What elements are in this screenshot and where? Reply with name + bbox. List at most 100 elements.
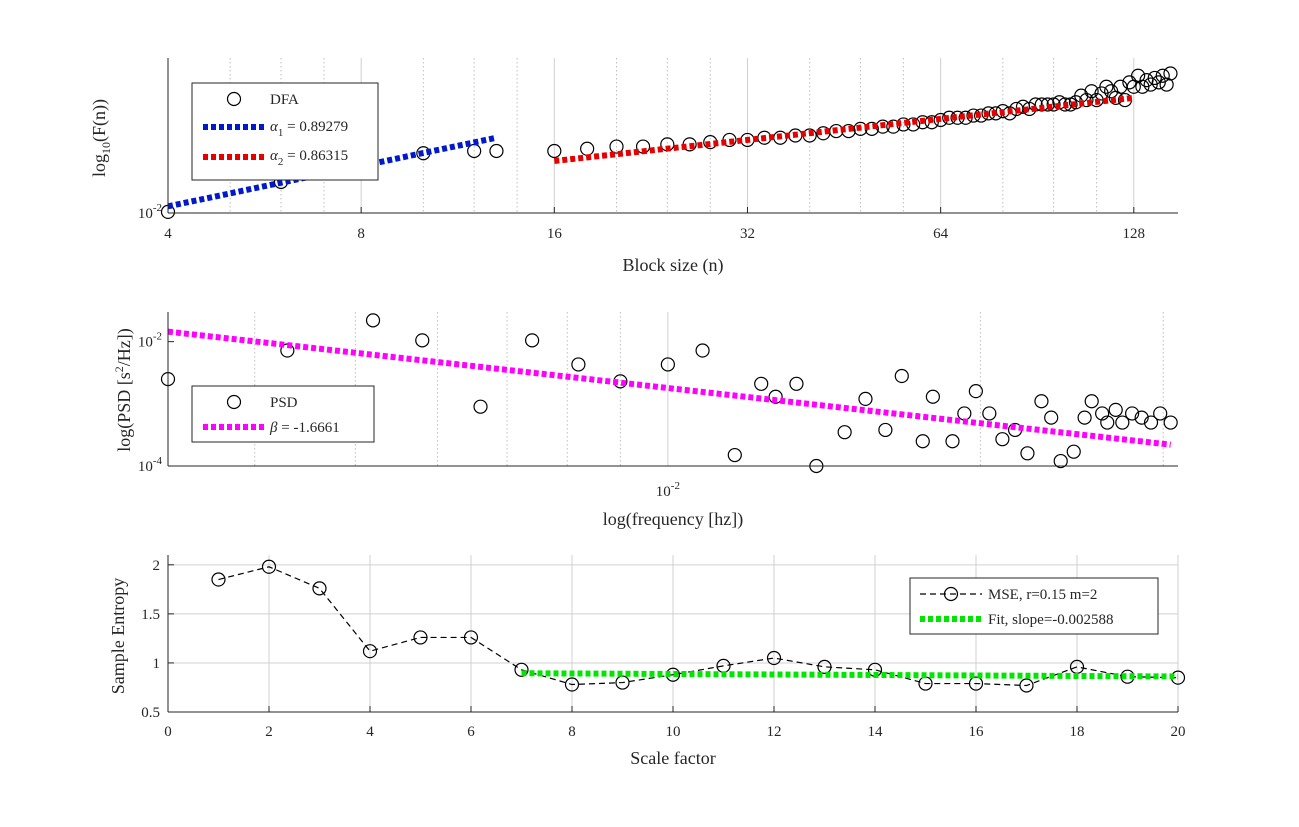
- dfa-x-tick-label: 8: [357, 226, 365, 242]
- dfa-legend-label-alpha1: α1 = 0.89279: [270, 119, 348, 139]
- mse-legend-label-mse: MSE, r=0.15 m=2: [988, 587, 1097, 603]
- psd-point: [878, 422, 893, 438]
- mse-legend-label-fit: Fit, slope=-0.002588: [988, 612, 1114, 628]
- psd-point: [473, 399, 488, 414]
- dfa-x-tick-label: 4: [164, 226, 172, 242]
- psd-point: [1153, 406, 1168, 421]
- mse-point: [1019, 678, 1034, 693]
- psd-point: [1163, 415, 1178, 430]
- dfa-y-axis-label: log10(F(n)): [89, 99, 113, 177]
- psd-fit-line: [167, 328, 1172, 448]
- psd-point: [894, 368, 909, 384]
- dfa-point: [1079, 92, 1094, 108]
- dfa-x-tick-label: 16: [547, 226, 563, 242]
- psd-point: [1053, 453, 1068, 469]
- psd-point: [945, 434, 960, 449]
- mse-y-tick-label: 1: [153, 656, 161, 672]
- dfa-x-tick-label: 32: [740, 226, 755, 242]
- dfa-point: [547, 143, 562, 159]
- psd-legend: PSD β = -1.6661: [191, 385, 375, 443]
- psd-point: [837, 425, 852, 440]
- dfa-point: [489, 143, 504, 159]
- mse-y-tick-label: 0.5: [141, 705, 160, 721]
- dfa-legend-label-dfa: DFA: [270, 92, 299, 108]
- psd-point: [727, 447, 742, 463]
- mse-legend-marker: [943, 586, 959, 602]
- mse-point: [463, 630, 479, 645]
- dfa-legend-marker: [226, 91, 242, 107]
- psd-y-tick-label: 10-2: [138, 331, 162, 351]
- mse-fit-line: [521, 670, 1179, 680]
- dfa-tick-labels: 4 8 16 32 64 128 10-2: [138, 202, 1145, 242]
- dfa-panel: 4 8 16 32 64 128 10-2 Block size (n) log10(F(n…: [89, 58, 1178, 276]
- dfa-series: [160, 66, 1178, 219]
- mse-x-tick-label: 6: [467, 724, 475, 740]
- dfa-point: [1040, 97, 1055, 112]
- mse-x-axis-label: Scale factor: [630, 748, 715, 768]
- psd-point: [415, 333, 430, 348]
- psd-point: [915, 434, 930, 449]
- psd-legend-marker: [226, 394, 242, 410]
- mse-panel: 0 2 4 6 8 10 12 14 16 18 20 0.5 1 1.5 2 Scale factor S…: [108, 555, 1186, 768]
- dfa-legend-box: [191, 82, 379, 181]
- dfa-point: [1099, 79, 1114, 94]
- mse-x-tick-label: 4: [366, 724, 374, 740]
- psd-point: [1020, 446, 1035, 461]
- dfa-point: [1163, 66, 1178, 81]
- psd-point: [1143, 415, 1159, 430]
- mse-point: [362, 644, 378, 659]
- mse-point: [514, 662, 529, 677]
- psd-point: [754, 376, 769, 391]
- psd-point: [1095, 406, 1110, 421]
- mse-y-axis-label: Sample Entropy: [108, 578, 128, 694]
- psd-point: [280, 343, 295, 358]
- mse-point: [766, 650, 782, 666]
- psd-point: [1084, 394, 1099, 409]
- psd-x-tick-label: 10-2: [656, 480, 680, 500]
- mse-x-tick-label: 8: [568, 724, 576, 740]
- mse-point: [261, 559, 277, 574]
- psd-legend-label-psd: PSD: [270, 395, 298, 411]
- psd-point: [1125, 406, 1140, 421]
- dfa-point: [1155, 68, 1170, 83]
- mse-x-tick-label: 16: [969, 724, 985, 740]
- mse-x-tick-label: 20: [1171, 724, 1186, 740]
- psd-point: [1100, 415, 1115, 430]
- psd-point: [1034, 394, 1049, 409]
- dfa-x-axis-label: Block size (n): [623, 255, 724, 276]
- psd-axes: [167, 312, 1178, 467]
- psd-panel: 10-2 10-2 10-4 log(frequency [hz]) log(PSD…: [112, 312, 1178, 530]
- dfa-point: [1084, 84, 1099, 99]
- psd-point: [365, 313, 381, 328]
- dfa-fit-line-2: [553, 94, 1135, 164]
- mse-point: [413, 630, 428, 645]
- psd-tick-labels: 10-2 10-2 10-4: [138, 331, 680, 500]
- mse-tick-labels: 0 2 4 6 8 10 12 14 16 18 20 0.5 1 1.5 2: [141, 558, 1185, 740]
- mse-x-tick-label: 10: [666, 724, 681, 740]
- psd-point: [1044, 410, 1059, 425]
- dfa-axes: [167, 58, 1178, 214]
- mse-y-tick-label: 1.5: [141, 607, 160, 623]
- psd-y-tick-label: 10-4: [138, 455, 163, 475]
- mse-line: [218, 566, 1179, 687]
- dfa-legend: DFA α1 = 0.89279 α2 = 0.86315: [191, 82, 379, 181]
- psd-series: [160, 313, 1178, 474]
- psd-point: [1108, 402, 1123, 417]
- mse-axes: [167, 555, 1179, 713]
- mse-x-tick-label: 18: [1070, 724, 1085, 740]
- mse-legend: MSE, r=0.15 m=2 Fit, slope=-0.002588: [909, 577, 1159, 635]
- mse-y-tick-label: 2: [153, 558, 161, 574]
- psd-point: [571, 357, 586, 372]
- dfa-x-tick-label: 128: [1123, 226, 1146, 242]
- mse-point: [312, 581, 327, 596]
- dfa-point: [1151, 75, 1166, 90]
- dfa-x-tick-label: 64: [933, 226, 949, 242]
- mse-x-tick-label: 2: [265, 724, 273, 740]
- mse-series: [211, 559, 1186, 693]
- dfa-point: [1147, 70, 1162, 86]
- psd-point: [660, 357, 675, 372]
- dfa-point: [609, 139, 624, 154]
- psd-x-axis-label: log(frequency [hz]): [603, 509, 743, 530]
- psd-point: [1077, 410, 1092, 425]
